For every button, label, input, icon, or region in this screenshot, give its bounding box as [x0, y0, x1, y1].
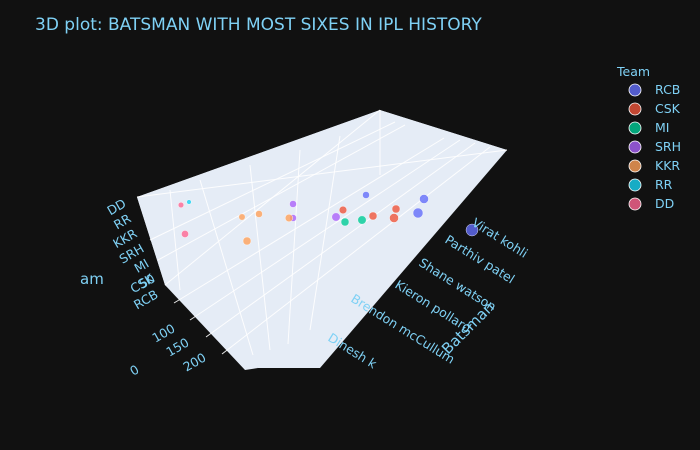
legend-label[interactable]: SRH — [655, 139, 681, 154]
gridline — [249, 164, 271, 351]
point-rcb[interactable] — [412, 207, 424, 219]
point-csk[interactable] — [339, 205, 348, 214]
gridline — [157, 124, 406, 261]
gridline — [149, 121, 396, 241]
point-csk[interactable] — [391, 204, 401, 214]
gridline — [287, 149, 301, 345]
legend-label[interactable]: RCB — [655, 82, 680, 97]
legend-label[interactable]: KKR — [655, 158, 680, 173]
point-csk[interactable] — [389, 213, 399, 223]
gridline — [173, 137, 445, 304]
legend-marker[interactable] — [628, 159, 642, 173]
chart-title: 3D plot: BATSMAN WITH MOST SIXES IN IPL … — [35, 15, 482, 35]
point-rcb[interactable] — [362, 191, 370, 199]
legend-label[interactable]: CSK — [655, 101, 681, 116]
legend-label[interactable]: MI — [655, 120, 669, 135]
point-mi[interactable] — [340, 217, 350, 227]
legend-marker[interactable] — [628, 83, 642, 97]
legend-marker[interactable] — [628, 140, 642, 154]
data-points[interactable] — [177, 191, 479, 246]
point-rcb[interactable] — [419, 194, 429, 204]
gridline — [136, 149, 508, 198]
point-dd[interactable] — [177, 201, 184, 208]
legend-label[interactable]: DD — [655, 196, 674, 211]
sixes-tick-label: 200 — [180, 350, 208, 375]
point-srh[interactable] — [331, 212, 341, 222]
sixes-tick-label: 50 — [136, 271, 157, 292]
legend-marker[interactable] — [628, 121, 642, 135]
point-kkr[interactable] — [242, 236, 252, 246]
scene[interactable] — [136, 109, 508, 370]
point-kkr[interactable] — [285, 213, 294, 222]
team-tick-label: MI — [131, 256, 151, 276]
point-kkr[interactable] — [255, 210, 263, 218]
gridlines — [136, 109, 508, 356]
point-csk[interactable] — [368, 211, 378, 221]
point-dd[interactable] — [181, 230, 189, 238]
gridline — [205, 142, 476, 338]
point-srh[interactable] — [289, 200, 297, 208]
front-pane — [137, 110, 507, 368]
gridline — [169, 189, 181, 291]
team-axis-title: am — [80, 270, 104, 288]
legend-marker[interactable] — [628, 178, 642, 192]
legend[interactable]: Team RCB CSK MI SRH KKR RR DD — [616, 64, 681, 211]
point-mi[interactable] — [357, 215, 367, 225]
legend-marker[interactable] — [628, 102, 642, 116]
legend-label[interactable]: RR — [655, 177, 673, 192]
gridline — [199, 179, 254, 356]
point-rcb[interactable] — [465, 223, 479, 237]
point-rr[interactable] — [186, 199, 192, 205]
sixes-tick-label: 0 — [127, 362, 141, 379]
legend-title: Team — [616, 64, 650, 79]
point-kkr[interactable] — [238, 213, 246, 221]
legend-marker[interactable] — [628, 197, 642, 211]
gridline — [309, 135, 341, 331]
